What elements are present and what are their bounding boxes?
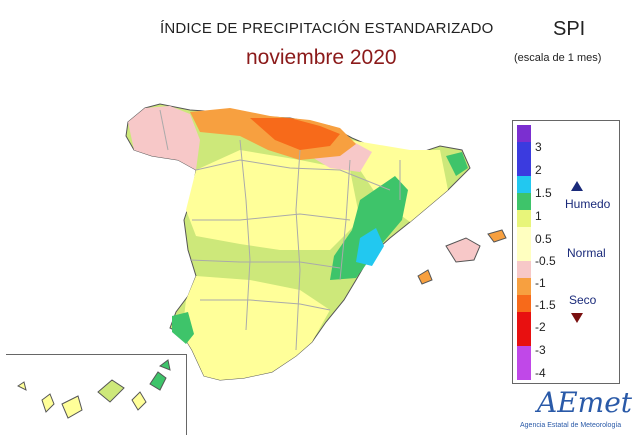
green-zone-east bbox=[330, 176, 408, 280]
legend-swatch bbox=[517, 244, 531, 261]
legend-swatch bbox=[517, 159, 531, 176]
legend-swatch bbox=[517, 295, 531, 312]
legend-tick: -1.5 bbox=[535, 298, 556, 312]
dry-arrow-icon bbox=[571, 313, 583, 323]
map-title: ÍNDICE DE PRECIPITACIÓN ESTANDARIZADO bbox=[160, 20, 494, 37]
legend-swatch bbox=[517, 227, 531, 244]
humid-label: Humedo bbox=[565, 197, 611, 211]
legend-tick: 0.5 bbox=[535, 232, 552, 246]
legend-tick: -2 bbox=[535, 320, 546, 334]
canary-inset-frame bbox=[6, 354, 187, 435]
pink-zone-northwest bbox=[128, 106, 200, 170]
green-zone-catalonia bbox=[446, 152, 468, 176]
legend-swatch bbox=[517, 278, 531, 295]
agency-logo: AEmet bbox=[537, 386, 633, 419]
normal-label: Normal bbox=[567, 246, 606, 260]
scale-note: (escala de 1 mes) bbox=[514, 52, 602, 64]
legend-swatch bbox=[517, 193, 531, 210]
legend-swatch bbox=[517, 261, 531, 278]
dry-label: Seco bbox=[569, 293, 597, 307]
cyan-zone-east bbox=[356, 228, 384, 266]
humid-arrow-icon bbox=[571, 181, 583, 191]
legend-tick: -1 bbox=[535, 276, 546, 290]
ibiza bbox=[417, 269, 433, 285]
legend-tick: -0.5 bbox=[535, 254, 556, 268]
legend-swatch bbox=[517, 329, 531, 346]
yellow-zone-west bbox=[186, 150, 360, 250]
green-zone-southwest bbox=[172, 312, 194, 344]
map-subtitle: noviembre 2020 bbox=[246, 46, 397, 69]
mallorca bbox=[445, 237, 481, 263]
legend-swatch bbox=[517, 346, 531, 363]
index-name: SPI bbox=[553, 18, 586, 40]
legend-swatch bbox=[517, 125, 531, 142]
menorca bbox=[487, 229, 507, 243]
province-borders bbox=[159, 109, 401, 351]
legend-swatch bbox=[517, 176, 531, 193]
legend: 3 2 1.5 1 0.5 -0.5 -1 -1.5 -2 -3 -4 Hume… bbox=[512, 120, 620, 384]
legend-tick: 2 bbox=[535, 163, 542, 177]
legend-tick: -4 bbox=[535, 366, 546, 380]
darkorange-zone-north bbox=[250, 118, 340, 150]
legend-swatch bbox=[517, 210, 531, 227]
legend-swatch bbox=[517, 363, 531, 380]
legend-swatch bbox=[517, 312, 531, 329]
legend-tick: 1 bbox=[535, 209, 542, 223]
yellow-zone-south bbox=[182, 276, 330, 380]
legend-tick: 3 bbox=[535, 140, 542, 154]
legend-tick: -3 bbox=[535, 343, 546, 357]
legend-swatch bbox=[517, 142, 531, 159]
agency-name: Agencia Estatal de Meteorología bbox=[520, 422, 622, 429]
legend-tick: 1.5 bbox=[535, 186, 552, 200]
canary-islands bbox=[17, 359, 171, 419]
